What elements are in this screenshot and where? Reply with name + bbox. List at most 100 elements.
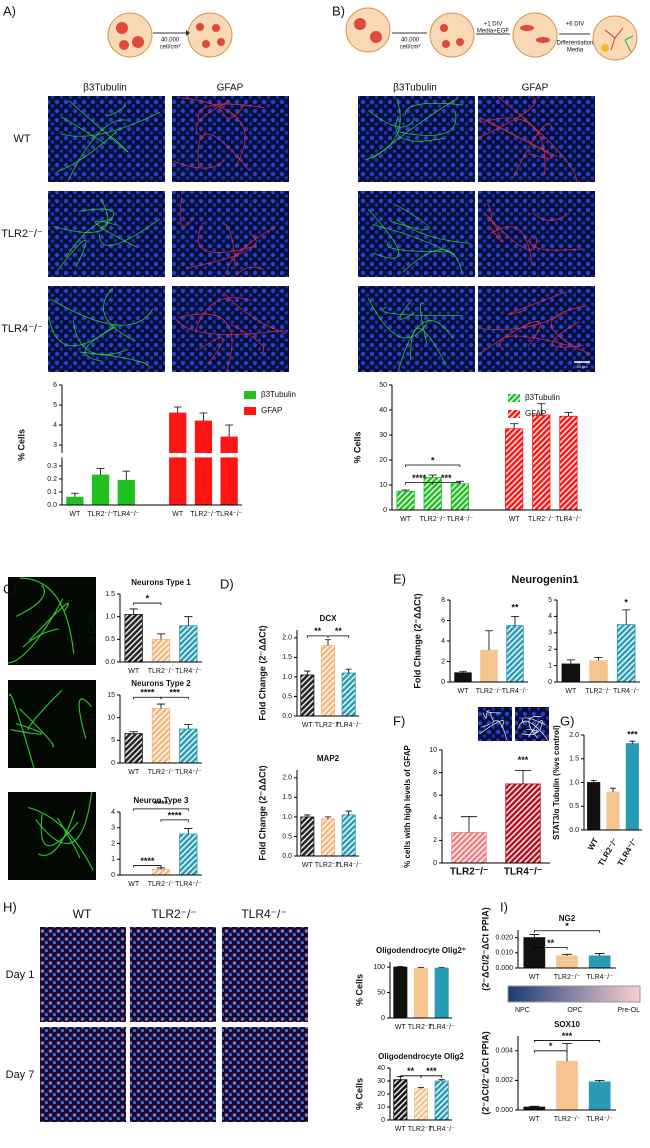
stain-header: GFAP [217,83,244,94]
significance-label: *** [169,688,180,698]
y-tick-label: 0.2 [47,476,57,483]
x-tick-label: WT [529,974,541,981]
x-tick-label: TLR2⁻/⁻ [315,862,342,869]
cell-process [15,584,46,617]
label: Pre-OL [617,1007,640,1014]
label: 40.000 [401,38,420,44]
label: cell/cm² [160,45,181,51]
micrograph [358,191,475,277]
y-tick-label: 4 [433,815,437,822]
panel-letter: A) [3,3,16,18]
significance-bracket [420,1075,443,1078]
y-tick-label: 40 [379,407,387,414]
error-bar [156,703,166,709]
label: Differentiation [557,41,594,47]
bar [616,624,636,683]
label: OPC [567,1007,582,1014]
y-tick-label: 100 [373,964,385,971]
cell-process [8,598,64,664]
cell-process [40,813,79,847]
bar [561,663,581,683]
y-tick-label: 0.0 [282,853,292,860]
bar [606,791,620,831]
label: cell/cm² [400,45,421,51]
cell-process [78,698,92,739]
cell-process [404,102,464,116]
cell-process [197,133,250,172]
cell-process [499,335,570,349]
bar [117,479,135,506]
bar [451,832,487,864]
bar [66,496,84,506]
x-tick-label: TLR2⁻/⁻ [315,722,342,729]
bar [480,649,498,683]
micrograph [130,1027,216,1122]
label: NPC [515,1007,530,1014]
error-bar [129,608,138,615]
cell-process [551,321,585,348]
y-tick-label: 0 [548,679,552,686]
cell-process [367,208,400,259]
micrograph [130,927,216,1022]
significance-bracket [533,930,601,933]
y-tick-label: 4 [111,809,115,816]
significance-bracket [327,635,350,638]
bar [124,733,143,764]
error-bar [156,867,166,870]
y-axis-label: STAT3/α Tubulin (%vs control) [552,725,561,840]
cell-process [386,241,451,253]
micrograph [478,286,595,372]
cell-process [508,291,567,316]
significance-label: * [146,593,150,603]
significance-label: *** [426,1066,437,1076]
bar [396,490,415,511]
bar [179,833,198,876]
cell-process [181,97,246,168]
y-tick-label: 30 [379,432,387,439]
micrograph [222,927,308,1022]
genotype-label: TLR2⁻/⁻ [151,907,196,921]
error-bar [529,1105,540,1108]
cell-process [479,720,505,735]
y-axis-label: (2⁻ΔCt/2⁻ΔCt PPIA) [480,1031,490,1114]
cell-process [106,102,126,117]
chart-title: DCX [320,614,338,623]
error-bar [397,966,404,968]
micrograph [8,577,96,665]
y-tick-label: 1.5 [569,756,579,763]
y-tick-label: 0.000 [495,1107,513,1114]
error-bar [562,953,572,956]
legend-swatch [244,407,256,415]
significance-label: * [549,1041,553,1051]
micrograph [48,96,165,182]
error-bar [510,423,519,429]
bar [434,967,449,1019]
cell-process [19,577,75,654]
cell-process [103,287,136,342]
y-axis-label: % Cells [86,713,96,745]
y-tick-label: 2 [548,646,552,653]
error-bar [184,724,193,729]
error-bar [459,670,467,673]
genotype-label: WT [13,133,30,145]
stain-header: β3Tubulin [83,83,127,94]
micrograph [8,680,96,768]
x-tick-label: TLR2⁻/⁻ [419,516,446,523]
bar [341,814,356,857]
cell-process [67,119,127,181]
y-tick-label: 20 [377,1091,385,1098]
cell-process [497,95,577,182]
bar [588,1081,611,1111]
y-tick-label: 10 [429,747,437,754]
y-axis-label: Fold Change (2⁻ΔΔCt) [412,593,422,688]
cell-process [218,103,246,119]
error-bar [96,468,105,476]
x-tick-label: WT [529,1116,541,1123]
x-tick-label: TLR4⁻/⁻ [216,511,243,518]
cell-process [38,810,76,856]
significance-label: *** [441,473,452,483]
y-axis-label: % Cells [86,612,96,644]
genotype-label: TLR4⁻/⁻ [1,323,43,335]
y-tick-label: 1.0 [569,779,579,786]
